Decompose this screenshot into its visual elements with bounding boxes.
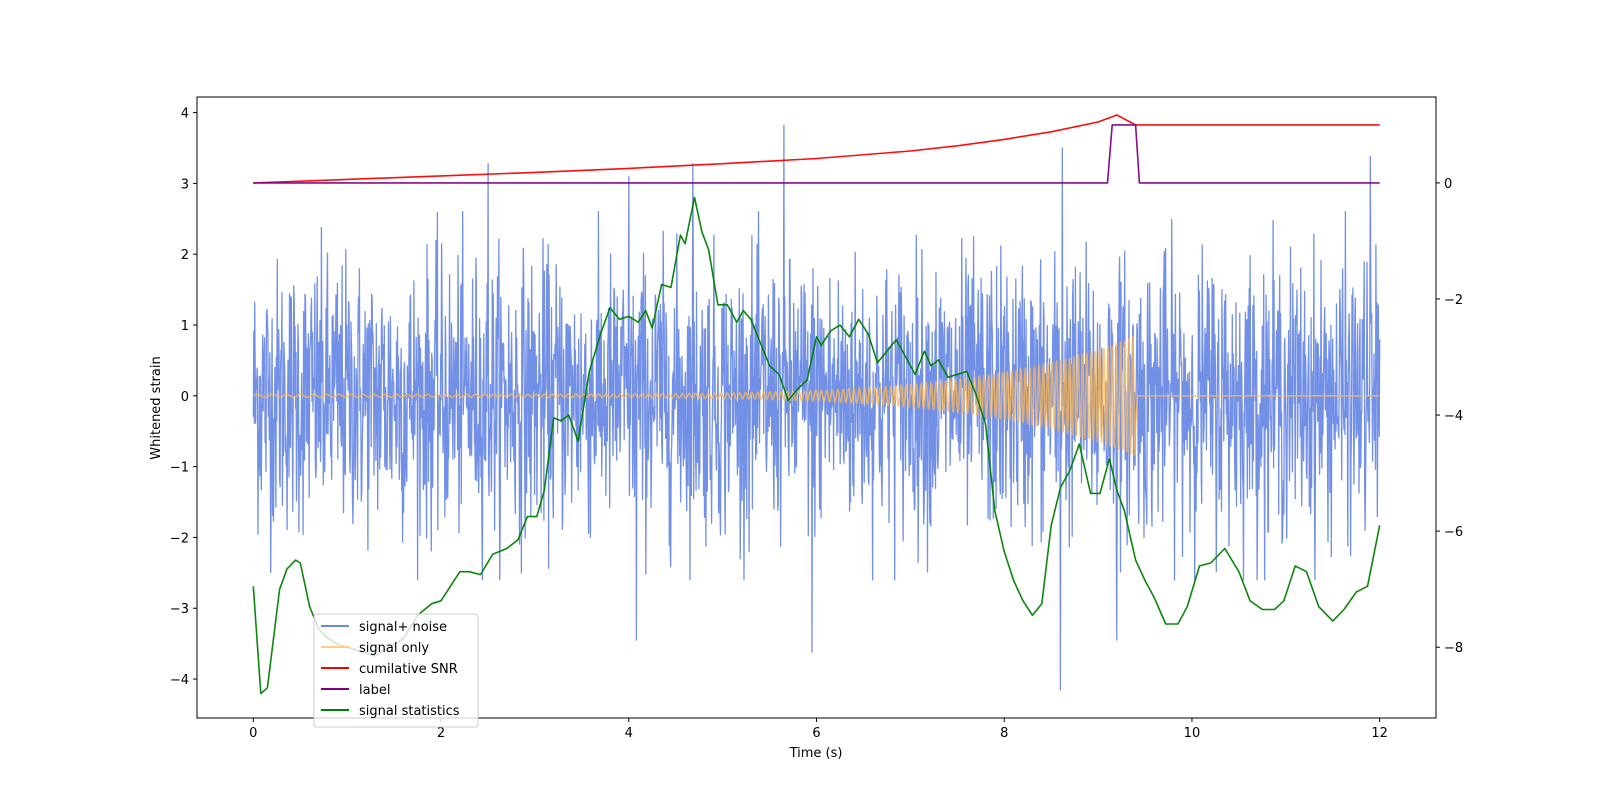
- legend: signal+ noise signal only cumilative SNR la…: [313, 613, 479, 728]
- legend-label: label: [359, 683, 390, 698]
- x-tick-label: 8: [1000, 726, 1008, 741]
- y2-tick-label: −8: [1444, 641, 1463, 656]
- y2-tick-label: −4: [1444, 409, 1463, 424]
- y-tick-label: −1: [170, 461, 189, 476]
- legend-box: [313, 613, 479, 728]
- series-line-signal-statistics: [252, 196, 1381, 695]
- y-tick-label: −3: [170, 602, 189, 617]
- y-tick-label: 2: [181, 248, 189, 263]
- series-line-signal-noise: [252, 124, 1381, 691]
- y2-tick-label: −6: [1444, 525, 1463, 540]
- y-tick-label: −2: [170, 531, 189, 546]
- series-line-label: [253, 124, 1380, 184]
- x-tick-label: 6: [812, 726, 820, 741]
- y2-tick-label: −2: [1444, 293, 1463, 308]
- x-tick-label: 12: [1371, 726, 1388, 741]
- legend-label: signal statistics: [359, 704, 460, 719]
- legend-label: signal only: [359, 641, 429, 656]
- legend-label: cumilative SNR: [359, 662, 458, 677]
- series-line-signal-only: [252, 336, 1380, 456]
- y-tick-label: 4: [181, 107, 189, 122]
- legend-label: signal+ noise: [359, 620, 447, 635]
- x-tick-label: 10: [1184, 726, 1201, 741]
- series-line-cumilative-snr: [253, 114, 1380, 184]
- x-tick-label: 4: [625, 726, 633, 741]
- x-tick-label: 2: [437, 726, 445, 741]
- x-axis-label: Time (s): [789, 746, 843, 761]
- y-axis-label: Whitened strain: [149, 356, 164, 459]
- x-tick-label: 0: [249, 726, 257, 741]
- y2-tick-label: 0: [1444, 177, 1452, 192]
- y-tick-label: −4: [170, 673, 189, 688]
- y-tick-label: 1: [181, 319, 189, 334]
- y-tick-label: 0: [181, 390, 189, 405]
- y-tick-label: 3: [181, 177, 189, 192]
